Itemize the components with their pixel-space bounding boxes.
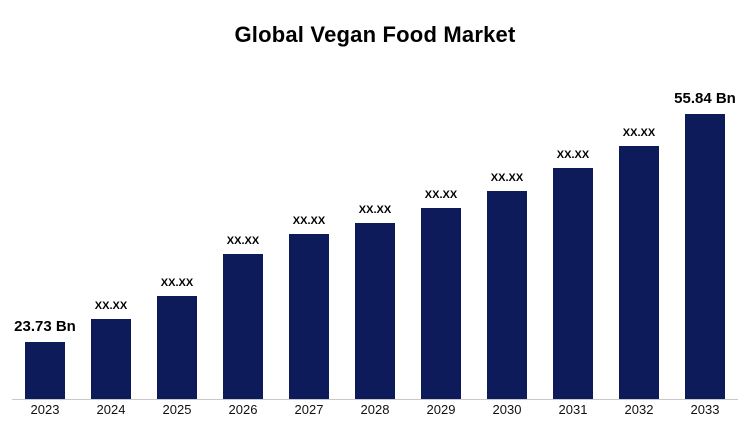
chart-title: Global Vegan Food Market [234, 22, 516, 47]
bar [157, 296, 197, 399]
bar-value-label: XX.XX [622, 127, 656, 139]
bar-value-label: XX.XX [226, 235, 260, 247]
x-axis-tick-label: 2030 [492, 402, 522, 417]
bar [487, 191, 527, 399]
bar-group: 23.73 Bn [12, 318, 78, 399]
plot-area: 23.73 Bn XX.XX XX.XX XX.XX XX.XX XX.XX XX.XX XX… [12, 60, 738, 400]
bar-value-label: XX.XX [424, 189, 458, 201]
bar-group: XX.XX [210, 235, 276, 399]
bar-group: XX.XX [408, 189, 474, 399]
bar-group: XX.XX [540, 149, 606, 399]
bar-value-label: XX.XX [160, 277, 194, 289]
bar [619, 146, 659, 399]
x-axis: 2023 2024 2025 2026 2027 2028 2029 2030 2031 2032… [12, 402, 738, 417]
x-axis-tick-label: 2032 [624, 402, 654, 417]
bar [685, 114, 725, 399]
x-axis-tick-label: 2027 [294, 402, 324, 417]
bar-value-label: 23.73 Bn [14, 318, 76, 335]
bar-value-label: XX.XX [292, 215, 326, 227]
x-axis-tick-label: 2029 [426, 402, 456, 417]
bar-value-label: 55.84 Bn [674, 90, 736, 107]
bar-group: XX.XX [78, 300, 144, 399]
x-axis-tick-label: 2028 [360, 402, 390, 417]
bar [421, 208, 461, 399]
bar-group: XX.XX [144, 277, 210, 399]
bar [25, 342, 65, 399]
bar-value-label: XX.XX [556, 149, 590, 161]
x-axis-tick-label: 2023 [30, 402, 60, 417]
bar-group: XX.XX [342, 204, 408, 399]
x-axis-tick-label: 2026 [228, 402, 258, 417]
bar-group: XX.XX [606, 127, 672, 399]
x-axis-tick-label: 2033 [690, 402, 720, 417]
bar-value-label: XX.XX [94, 300, 128, 312]
bar-group: XX.XX [276, 215, 342, 399]
bar-group: 55.84 Bn [672, 90, 738, 399]
bar-value-label: XX.XX [490, 172, 524, 184]
bar-value-label: XX.XX [358, 204, 392, 216]
bar [553, 168, 593, 399]
x-axis-tick-label: 2031 [558, 402, 588, 417]
bar-group: XX.XX [474, 172, 540, 399]
x-axis-tick-label: 2025 [162, 402, 192, 417]
bar [223, 254, 263, 399]
bar [355, 223, 395, 399]
x-axis-tick-label: 2024 [96, 402, 126, 417]
bar [289, 234, 329, 399]
bar [91, 319, 131, 399]
